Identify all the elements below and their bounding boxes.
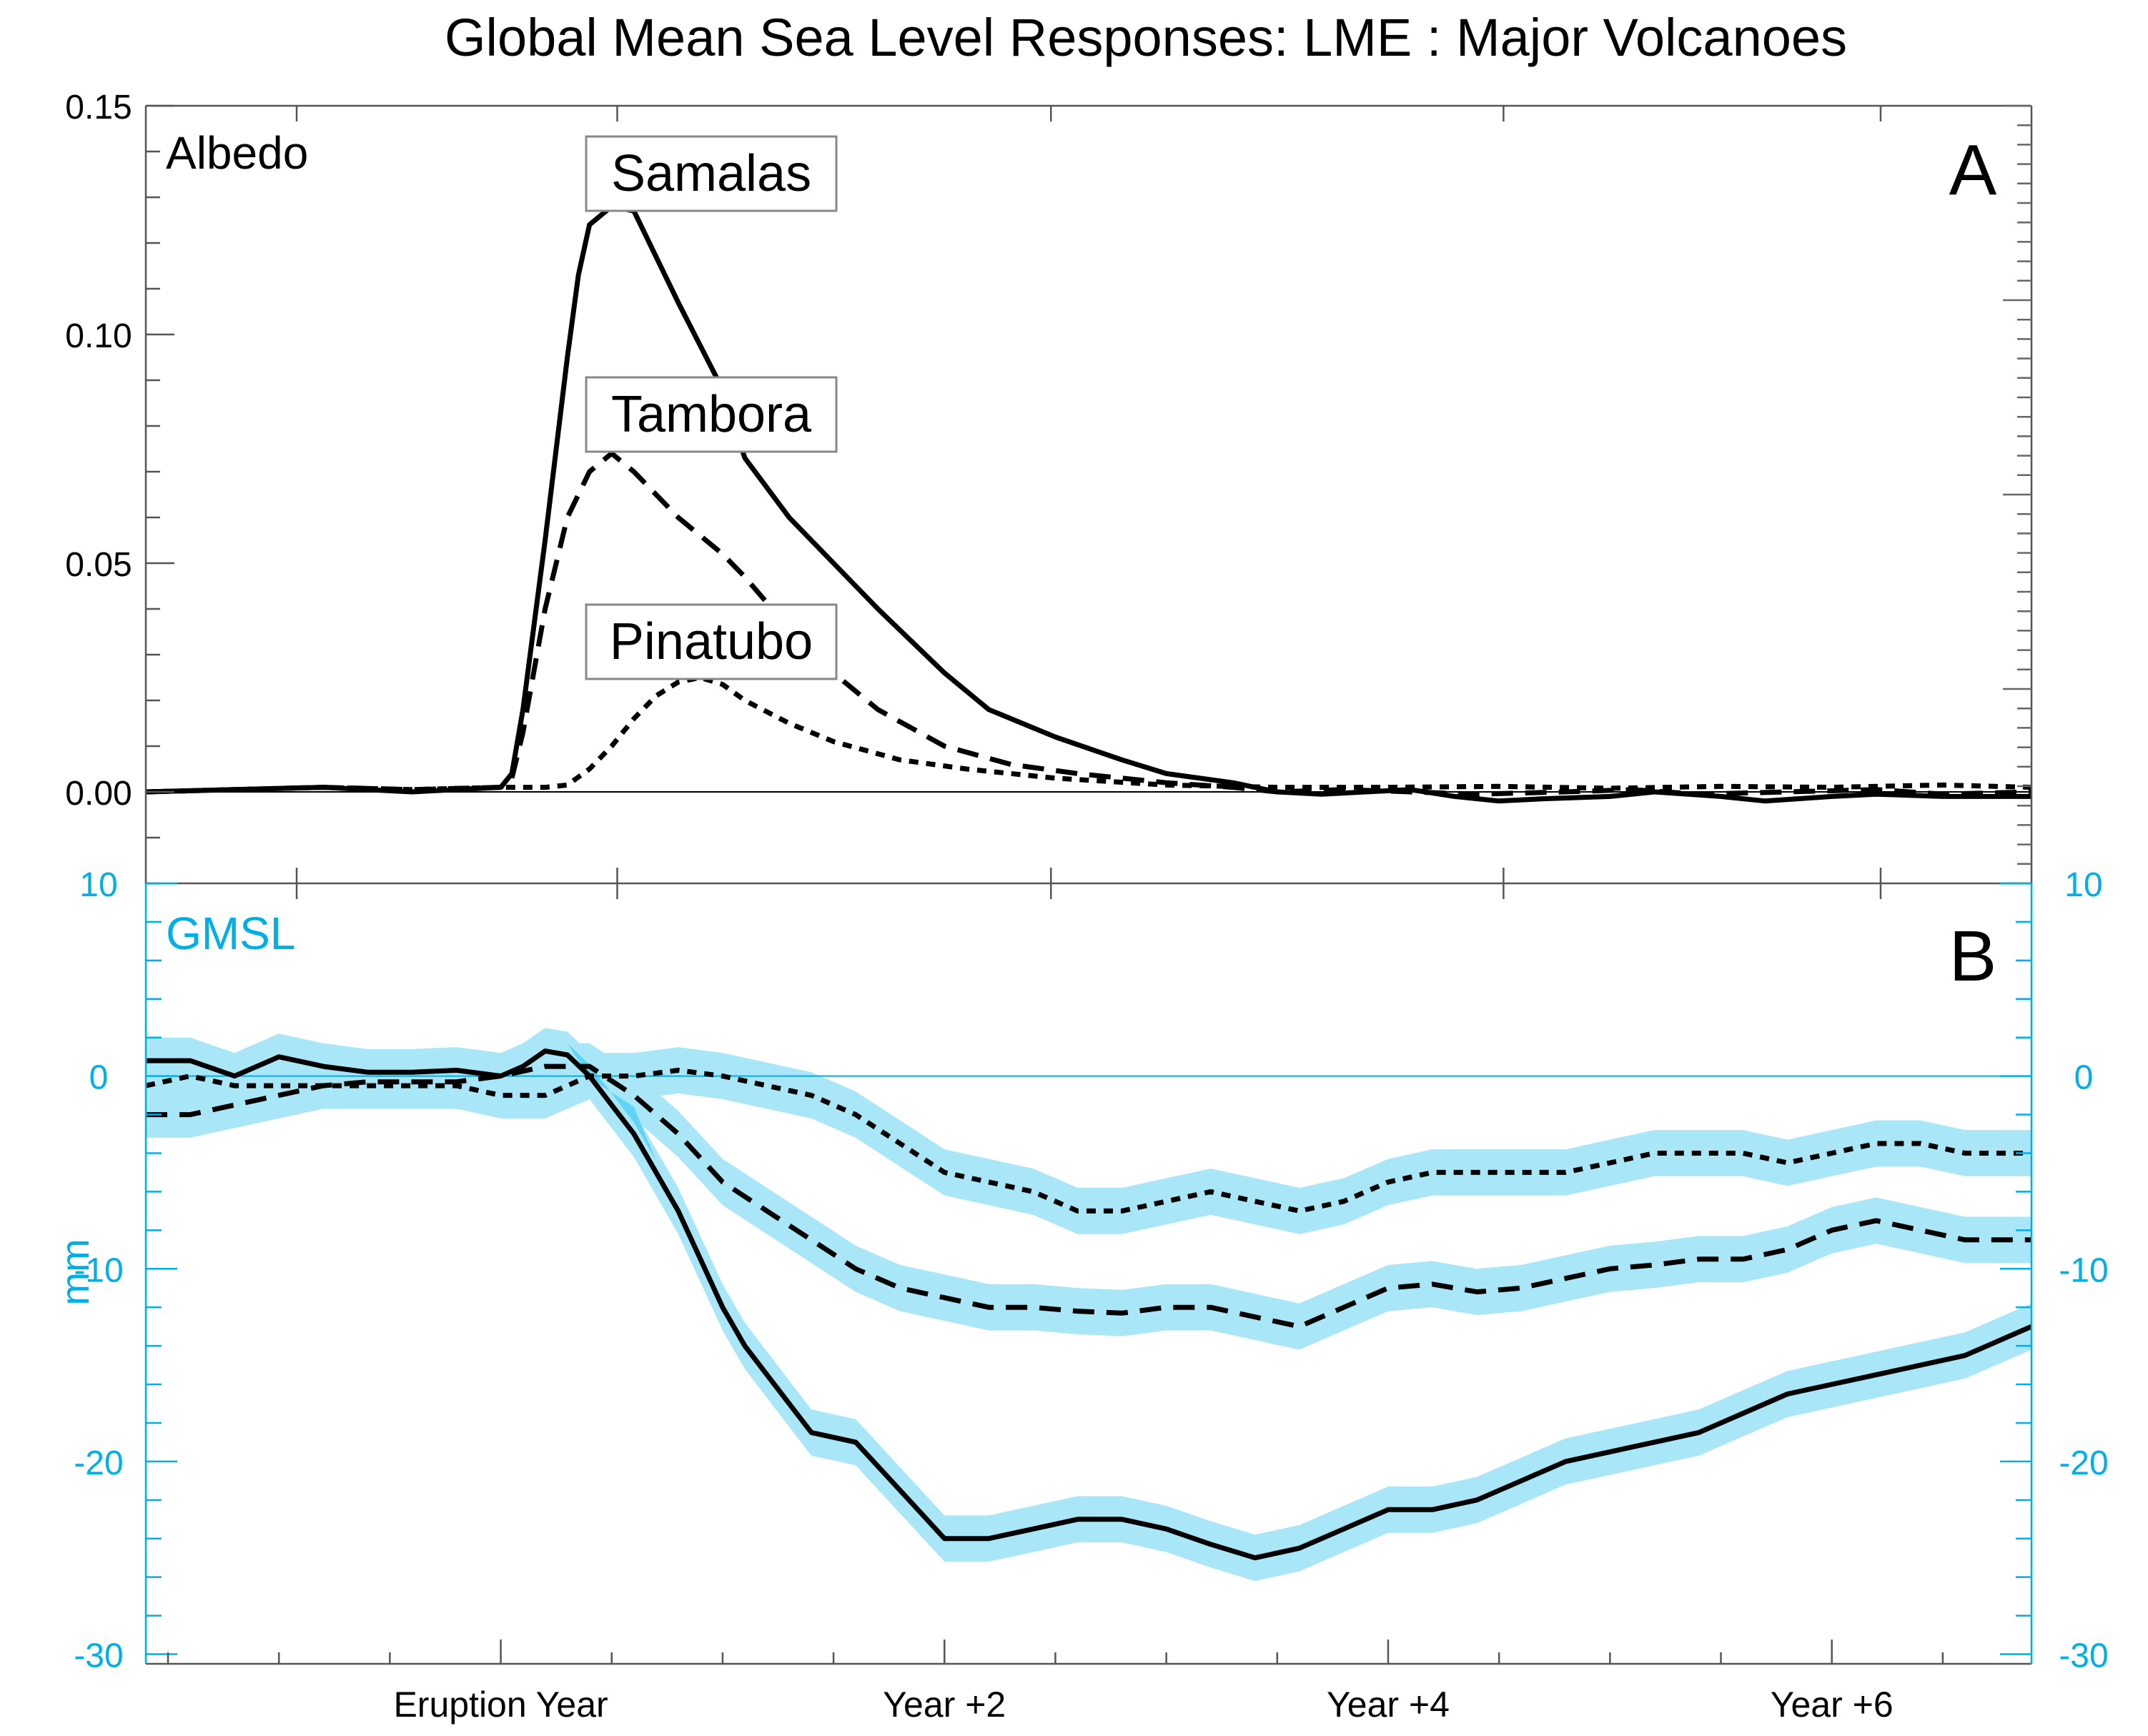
- x-tick-label-year-2: Year +2: [883, 1685, 1006, 1725]
- series-line-a-pinatubo: [145, 675, 2032, 795]
- tick-label-a-0.15: 0.15: [65, 89, 132, 127]
- tick-label-a-0.05: 0.05: [65, 546, 132, 584]
- x-tick-label-eruption-year: Eruption Year: [393, 1685, 608, 1725]
- tick-label-b-left-0: 0: [89, 1059, 109, 1097]
- annotation-label-tambora: Tambora: [611, 386, 812, 443]
- tick-label-b-left--20: -20: [74, 1444, 123, 1482]
- band-b-pinatubo-outer: [146, 1047, 2031, 1234]
- x-tick-label-year-6: Year +6: [1771, 1685, 1894, 1725]
- series-line-b-samalas: [146, 1048, 2033, 1561]
- x-tick-label-year-4: Year +4: [1327, 1685, 1450, 1725]
- tick-label-b-right-0: 0: [2074, 1059, 2094, 1097]
- series-line-b-pinatubo: [145, 1068, 2031, 1214]
- panel-a-label: A: [1949, 130, 1997, 210]
- panel-b-quantity-label: GMSL: [166, 908, 295, 959]
- annotation-box-pinatubo: [585, 603, 838, 680]
- tick-label-a-0.00: 0.00: [65, 775, 132, 813]
- panel-b-y-axis-label: mm: [52, 1239, 97, 1305]
- band-b-samalas-outer: [146, 1028, 2031, 1582]
- annotation-label-samalas: Samalas: [611, 145, 811, 202]
- series-line-a-tambora: [145, 450, 2032, 797]
- tick-label-b-right--10: -10: [2059, 1251, 2108, 1289]
- tick-label-b-left--30: -30: [74, 1637, 123, 1675]
- panel-a-quantity-label: Albedo: [166, 127, 308, 179]
- tick-label-b-right--30: -30: [2059, 1637, 2108, 1675]
- annotation-box-tambora: [585, 376, 838, 453]
- annotation-box-samalas: [585, 135, 838, 212]
- panel-a-series: [145, 204, 2032, 804]
- panel-b-label: B: [1949, 916, 1997, 996]
- tick-label-b-left--10: -10: [74, 1251, 123, 1289]
- panel-b-series: [145, 1048, 2033, 1561]
- series-line-a-samalas: [145, 204, 2031, 804]
- figure-title: Global Mean Sea Level Responses: LME : M…: [445, 8, 1847, 67]
- tick-label-b-left-10: 10: [79, 866, 117, 904]
- tick-label-a-0.10: 0.10: [65, 317, 132, 355]
- chart-labels: 0.00 0.05 0.10 0.15 -30 -30 -20 -20 -10 -10 0 0 10 10…: [52, 89, 2109, 1725]
- band-b-tambora-outer: [146, 1043, 2031, 1350]
- axes: [144, 104, 2033, 1665]
- tick-label-b-right--20: -20: [2059, 1444, 2108, 1482]
- tick-label-b-right-10: 10: [2064, 866, 2102, 904]
- annotation-label-pinatubo: Pinatubo: [610, 613, 813, 670]
- series-line-b-tambora: [146, 1063, 2031, 1329]
